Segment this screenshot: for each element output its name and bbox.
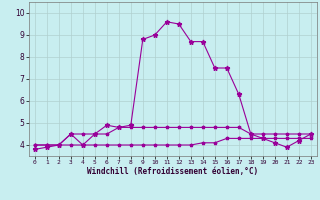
X-axis label: Windchill (Refroidissement éolien,°C): Windchill (Refroidissement éolien,°C) [87,167,258,176]
